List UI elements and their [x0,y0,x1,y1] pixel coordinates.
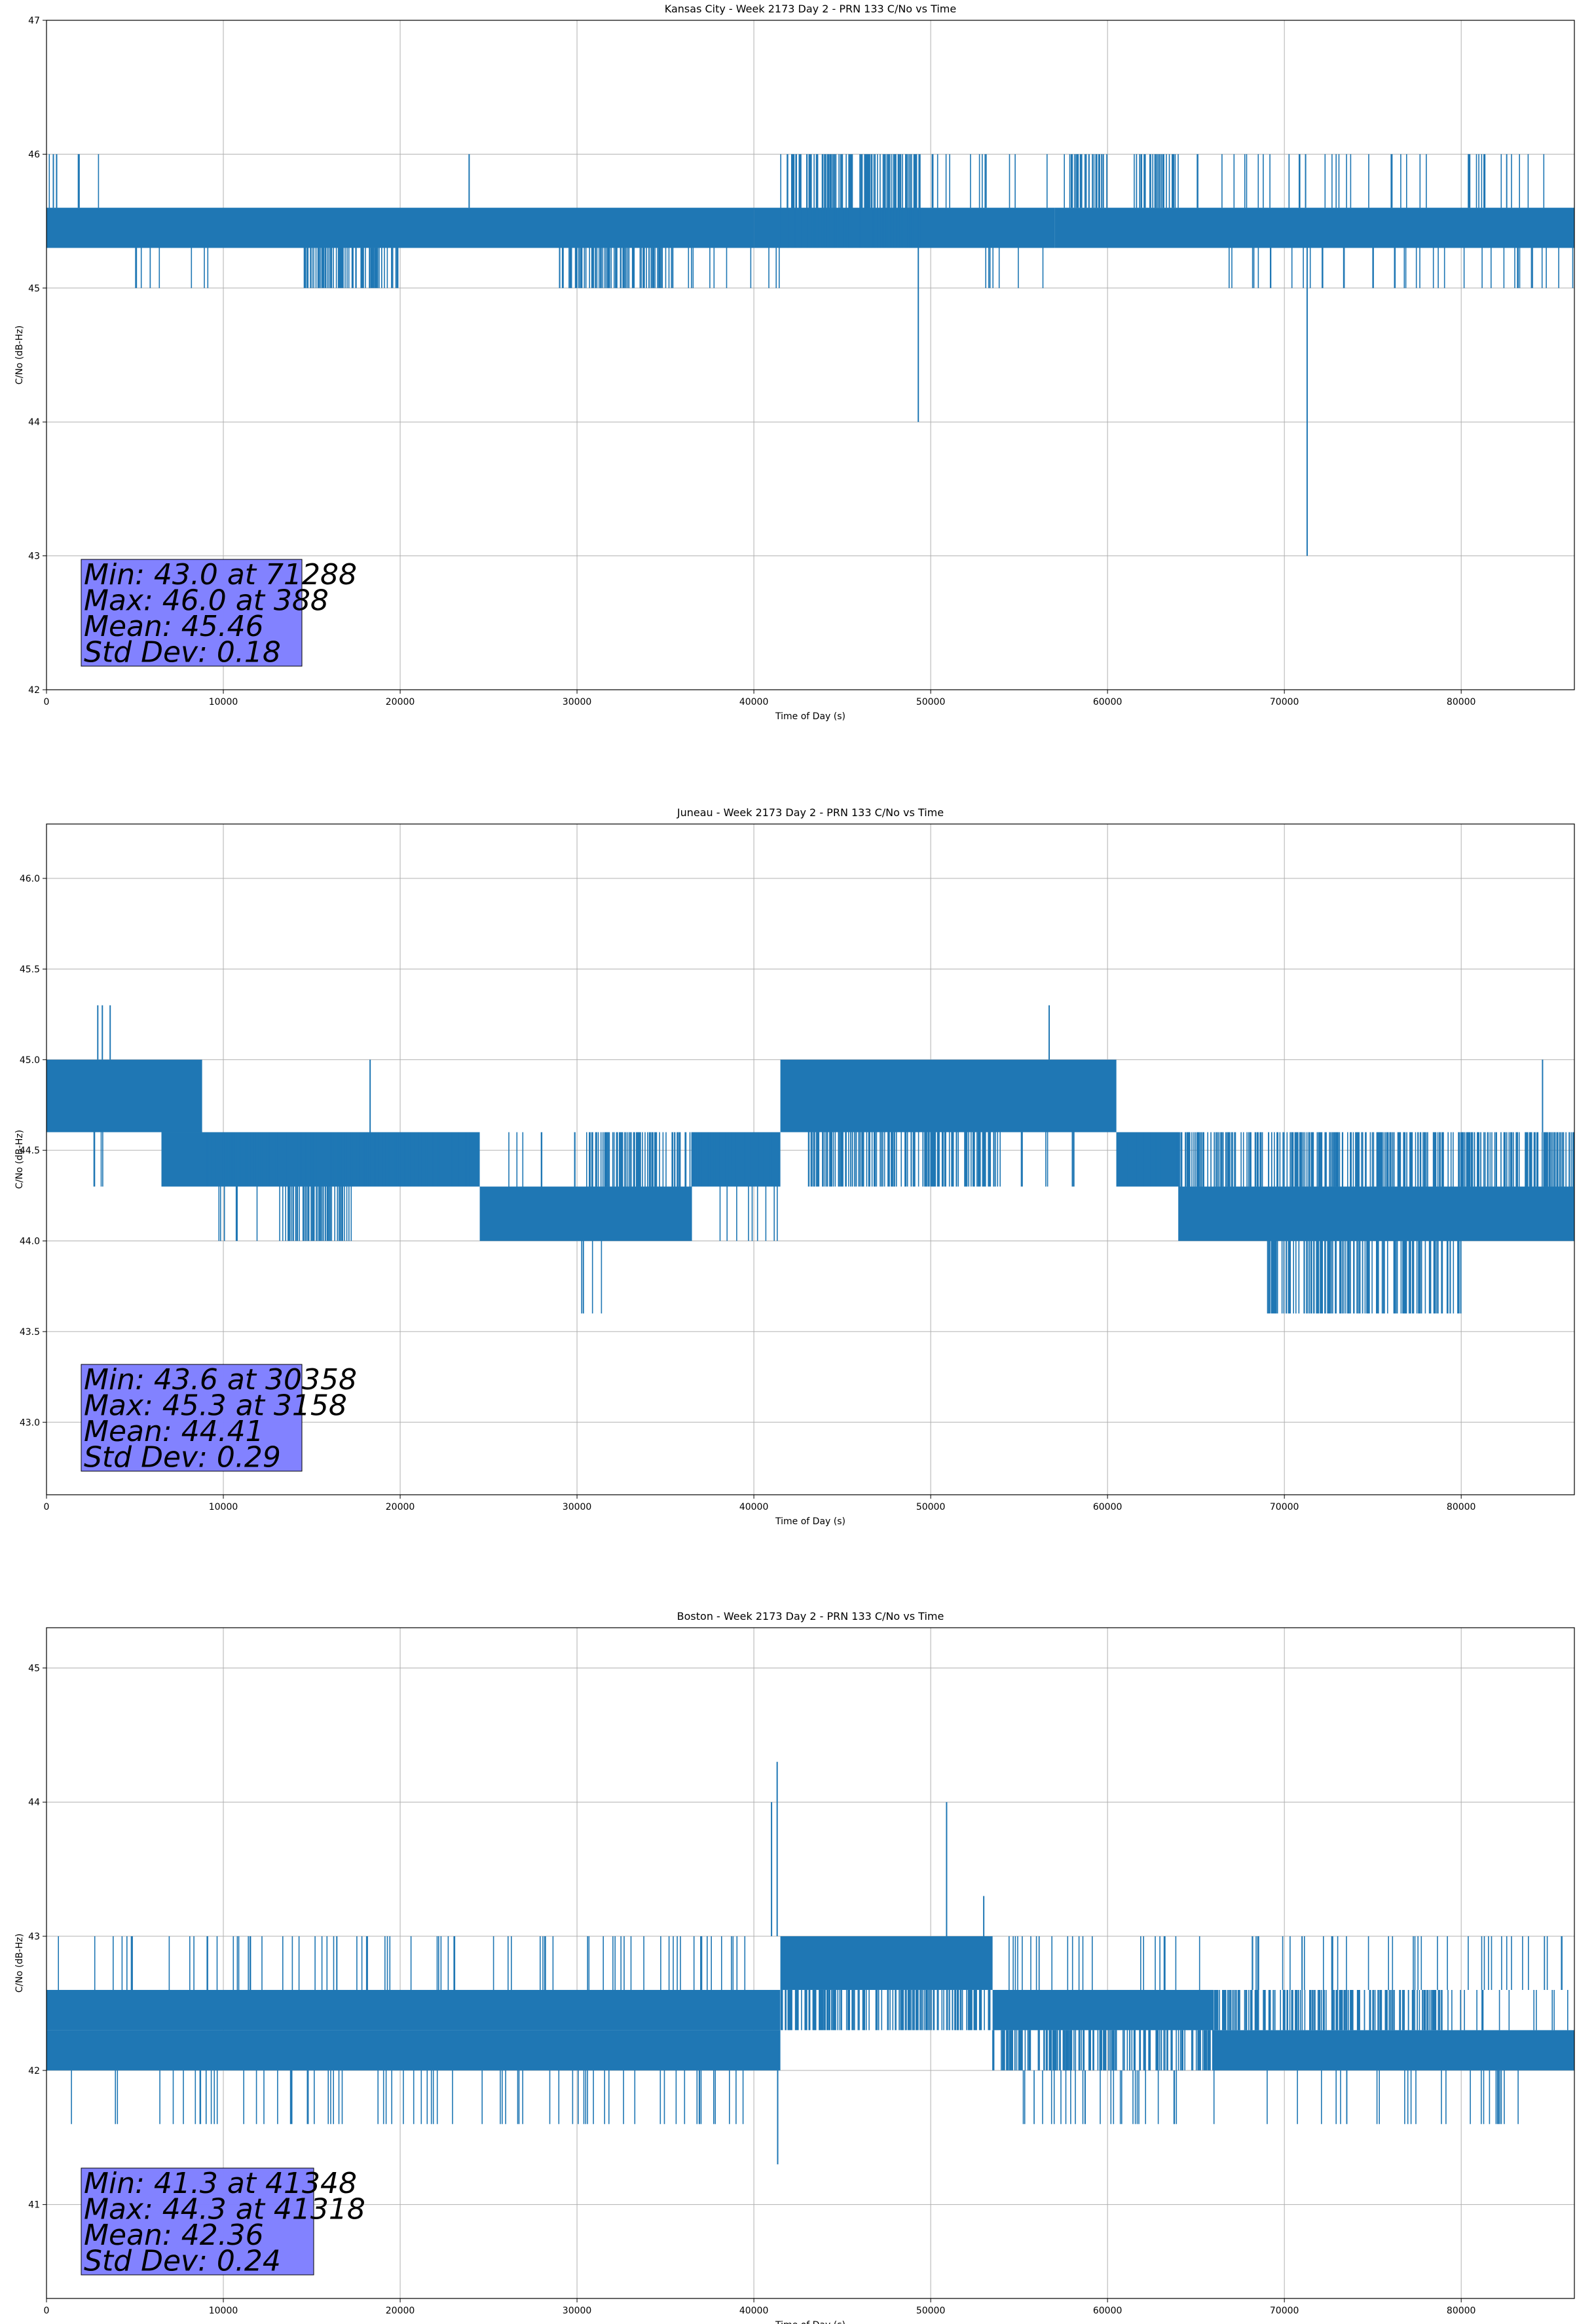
boston-y-axis-label: C/No (dB-Hz) [14,1934,25,1993]
kansas-city-stats-line: Max: 46.0 at 388 [84,584,329,618]
kansas-city-x-tick-label: 40000 [739,697,769,707]
juneau-stats-line: Mean: 44.41 [84,1415,264,1448]
juneau-y-tick-label: 44.5 [20,1146,40,1156]
boston-x-tick-label: 20000 [386,2306,415,2316]
juneau-chart-title: Juneau - Week 2173 Day 2 - PRN 133 C/No … [677,806,944,819]
kansas-city-x-tick-label: 60000 [1093,697,1122,707]
kansas-city-x-tick-label: 20000 [386,697,415,707]
juneau-y-axis-label: C/No (dB-Hz) [14,1130,25,1189]
kansas-city-y-tick-label: 42 [28,685,40,696]
juneau-y-tick-label: 43.5 [20,1327,40,1338]
boston-x-tick-label: 30000 [563,2306,592,2316]
juneau-x-tick-label: 10000 [209,1502,238,1512]
juneau-x-tick-label: 50000 [916,1502,946,1512]
boston-x-tick-label: 50000 [916,2306,946,2316]
juneau-series-line [46,1005,1574,1314]
boston-series-band [992,1989,1214,2031]
boston-x-tick-label: 60000 [1093,2306,1122,2316]
juneau-x-tick-label: 0 [44,1502,50,1512]
juneau-x-tick-label: 30000 [563,1502,592,1512]
juneau-stats-line: Max: 45.3 at 3158 [84,1389,347,1423]
juneau-x-tick-label: 60000 [1093,1502,1122,1512]
juneau-series-band [1116,1132,1179,1187]
boston-y-tick-label: 44 [28,1797,40,1808]
kansas-city-x-tick-label: 50000 [916,697,946,707]
boston-series-band [780,1936,993,1990]
kansas-city-stats-box [81,559,303,667]
boston-stats-line: Max: 44.3 at 41318 [84,2193,365,2226]
boston-x-tick-label: 10000 [209,2306,238,2316]
juneau-chart: Juneau - Week 2173 Day 2 - PRN 133 C/No … [14,806,1575,1527]
juneau-x-axis-label: Time of Day (s) [775,1516,845,1527]
juneau-y-tick-label: 44.0 [20,1237,40,1247]
kansas-city-x-tick-label: 30000 [563,697,592,707]
boston-stats-box [81,2167,314,2276]
kansas-city-stats-line: Mean: 45.46 [84,610,264,643]
kansas-city-series-band [754,208,1055,248]
juneau-series-band [780,1059,1117,1133]
boston-x-tick-label: 70000 [1270,2306,1299,2316]
kansas-city-x-tick-label: 0 [44,697,50,707]
kansas-city-series-band [1054,208,1574,248]
kansas-city-x-axis-label: Time of Day (s) [775,711,845,722]
kansas-city-y-tick-label: 45 [28,284,40,294]
juneau-series-transitions [93,1132,1574,1314]
kansas-city-y-tick-label: 46 [28,149,40,160]
juneau-x-tick-label: 40000 [739,1502,769,1512]
boston-x-tick-label: 40000 [739,2306,769,2316]
juneau-series-band [1178,1186,1574,1241]
kansas-city-stats-line: Min: 43.0 at 71288 [84,558,357,591]
kansas-city-x-tick-label: 80000 [1447,697,1476,707]
juneau-y-tick-label: 45.5 [20,964,40,975]
kansas-city-stats-line: Std Dev: 0.18 [84,636,281,669]
juneau-series-band [479,1186,692,1241]
juneau-stats-line: Min: 43.6 at 30358 [84,1363,357,1396]
juneau-stats-box [81,1364,303,1472]
juneau-y-tick-label: 43.0 [20,1417,40,1428]
kansas-city-x-tick-label: 70000 [1270,697,1299,707]
kansas-city-y-tick-label: 43 [28,552,40,562]
kansas-city-x-tick-label: 10000 [209,697,238,707]
boston-stats-line: Std Dev: 0.24 [84,2245,281,2278]
boston-series-transitions [58,1936,1568,2124]
boston-y-tick-label: 45 [28,1663,40,1674]
juneau-x-tick-label: 70000 [1270,1502,1299,1512]
boston-series-band [46,2030,781,2071]
boston-axes-frame [46,1627,1575,2299]
juneau-axes-frame [46,823,1575,1495]
juneau-series-band [46,1059,202,1133]
boston-series-band [46,1989,781,2031]
juneau-x-tick-label: 20000 [386,1502,415,1512]
kansas-city-y-tick-label: 47 [28,16,40,26]
juneau-stats-line: Std Dev: 0.29 [84,1441,281,1474]
boston-y-tick-label: 41 [28,2200,40,2211]
kansas-city-axes-frame [46,20,1575,690]
boston-y-tick-label: 43 [28,1932,40,1942]
kansas-city-series-transitions [48,154,1574,288]
kansas-city-series-band [46,208,754,248]
boston-chart: Boston - Week 2173 Day 2 - PRN 133 C/No … [14,1610,1575,2324]
kansas-city-y-axis-label: C/No (dB-Hz) [14,326,25,384]
kansas-city-series-line [46,154,1574,556]
boston-stats-line: Mean: 42.36 [84,2219,264,2252]
kansas-city-y-tick-label: 44 [28,417,40,428]
boston-series-band [1214,2030,1574,2071]
boston-chart-title: Boston - Week 2173 Day 2 - PRN 133 C/No … [677,1610,944,1622]
juneau-y-tick-label: 46.0 [20,874,40,884]
juneau-x-tick-label: 80000 [1447,1502,1476,1512]
juneau-y-tick-label: 45.0 [20,1055,40,1066]
boston-x-tick-label: 0 [44,2306,50,2316]
kansas-city-chart-title: Kansas City - Week 2173 Day 2 - PRN 133 … [665,3,956,15]
kansas-city-chart: Kansas City - Week 2173 Day 2 - PRN 133 … [14,3,1575,722]
boston-x-axis-label: Time of Day (s) [775,2320,845,2324]
boston-y-tick-label: 42 [28,2066,40,2076]
boston-stats-line: Min: 41.3 at 41348 [84,2167,357,2200]
boston-x-tick-label: 80000 [1447,2306,1476,2316]
boston-series-line [46,1761,1574,2165]
